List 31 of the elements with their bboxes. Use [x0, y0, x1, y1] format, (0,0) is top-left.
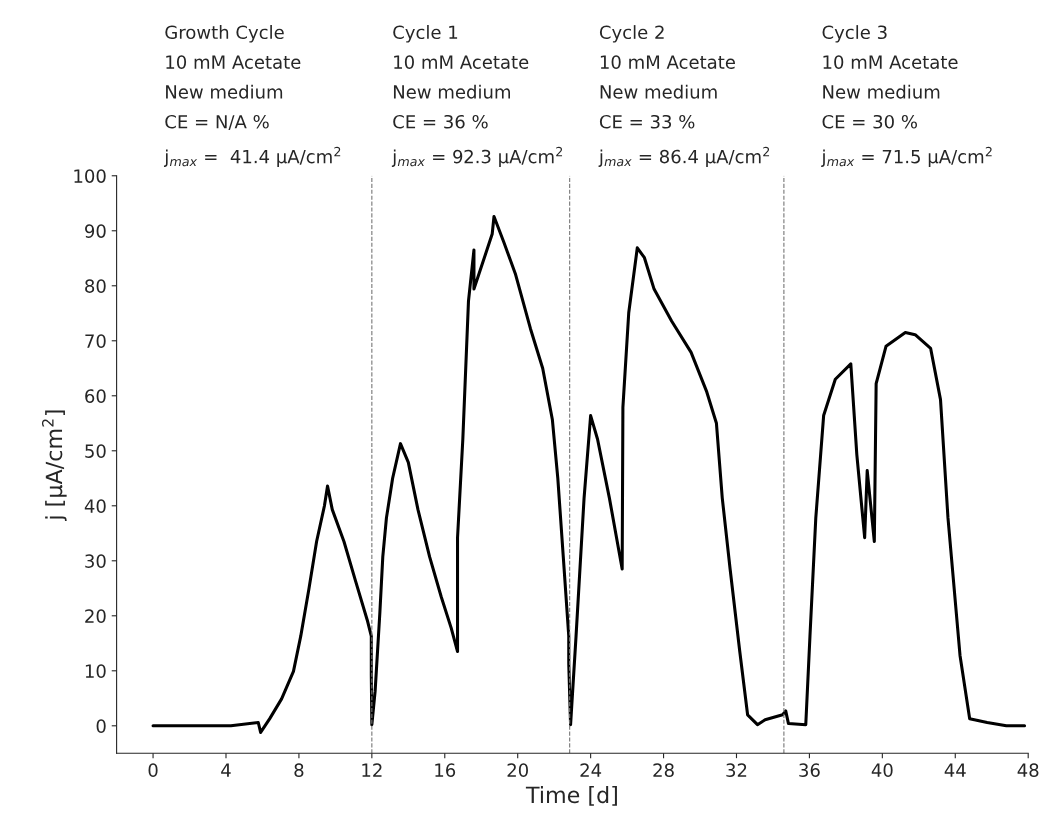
x-axis-title: Time [d]	[525, 786, 617, 806]
x-tick-label: 20	[507, 763, 528, 777]
y-tick-label: 70	[85, 334, 106, 348]
text: Cycle 2 10 mM Acetate New medium CE = 33 % j$_{max}$ = 86.4 μA/cm$^{2}$	[598, 25, 770, 167]
y-tick-label: 10	[85, 664, 106, 678]
text: Cycle 1 10 mM Acetate New medium CE = 36 % j$_{max}$ = 92.3 μA/cm$^{2}$	[391, 25, 563, 167]
x-tick-label: 12	[362, 763, 382, 777]
x-tick-label: 16	[435, 763, 456, 777]
x-tick-label: 40	[871, 763, 893, 777]
text: Cycle 3 10 mM Acetate New medium CE = 30 % j$_{max}$ = 71.5 μA/cm$^{2}$	[821, 25, 992, 167]
y-axis-title: j [μA/cm$^{2}$]	[41, 410, 67, 521]
x-tick-label: 36	[799, 763, 820, 777]
y-tick-label: 80	[85, 279, 106, 293]
y-tick-label: 20	[85, 609, 106, 623]
y-tick-label: 60	[85, 389, 106, 403]
x-tick-label: 48	[1017, 763, 1039, 777]
y-tick-label: 50	[85, 444, 106, 458]
x-tick-label: 44	[944, 763, 966, 777]
y-tick-label: 90	[85, 224, 106, 238]
x-tick-label: 28	[653, 763, 674, 777]
y-tick-label: 40	[84, 499, 106, 513]
x-tick-label: 32	[726, 763, 747, 777]
x-tick-label: 0	[148, 763, 158, 777]
y-tick-label: 30	[85, 554, 106, 568]
x-tick-label: 24	[580, 763, 602, 777]
x-tick-label: 8	[294, 763, 304, 777]
y-tick-label: 100	[74, 169, 106, 183]
text: Growth Cycle 10 mM Acetate New medium CE = N/A % j$_{max}$ = 41.4 μA/cm$^{2}$	[163, 25, 341, 167]
line-series	[151, 214, 1027, 734]
y-tick-label: 0	[96, 719, 106, 733]
x-tick-label: 4	[221, 763, 231, 777]
